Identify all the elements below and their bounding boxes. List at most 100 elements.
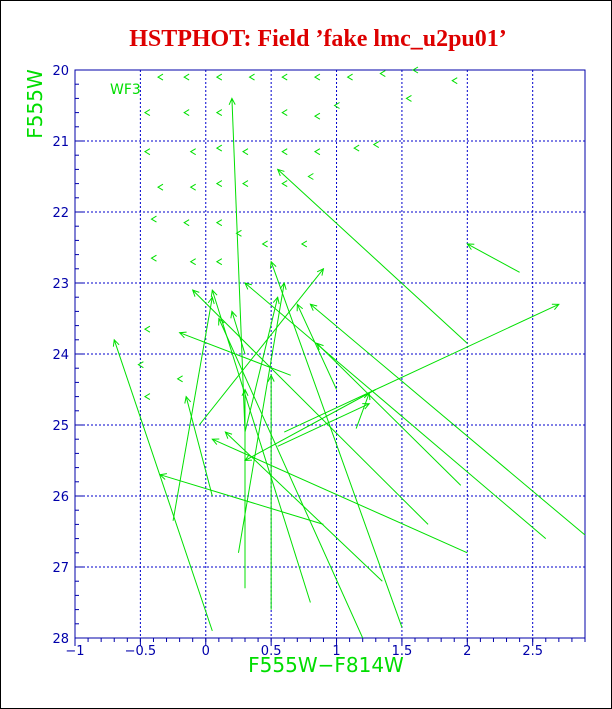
x-tick-label: 1.5 [392, 644, 413, 659]
grid [74, 69, 585, 639]
data-vector [198, 268, 324, 426]
data-series [112, 66, 586, 639]
data-vector [244, 389, 377, 461]
data-marker [157, 183, 164, 191]
data-marker [281, 180, 288, 188]
data-marker [150, 215, 157, 223]
y-tick-label: 23 [52, 277, 69, 292]
data-arrowhead [309, 303, 318, 311]
data-arrowhead [178, 331, 187, 339]
data-arrowhead [184, 395, 192, 404]
x-tick-label: 0 [202, 644, 210, 659]
data-marker [405, 94, 412, 102]
data-arrowhead [224, 431, 233, 439]
data-arrowhead [210, 289, 218, 298]
data-arrowhead [272, 296, 280, 305]
x-axis-label: F555W−F814W [248, 653, 404, 677]
panel-label: WF3 [110, 82, 141, 98]
y-tick-label: 21 [52, 135, 69, 150]
data-vector [467, 243, 520, 273]
data-marker [379, 70, 386, 77]
data-marker [412, 66, 419, 74]
y-tick-label: 27 [52, 561, 69, 576]
data-arrowhead [228, 97, 236, 106]
data-arrowhead [362, 403, 371, 410]
data-marker [281, 73, 288, 81]
data-arrowhead [244, 282, 252, 290]
data-arrowhead [551, 303, 560, 311]
data-vector [237, 282, 285, 553]
data-marker [313, 148, 321, 156]
data-vector [231, 98, 246, 433]
data-marker [215, 144, 223, 152]
data-marker [189, 258, 196, 266]
data-arrowhead [158, 473, 167, 480]
data-marker [157, 73, 164, 81]
data-marker [451, 77, 458, 85]
data-marker [143, 148, 151, 156]
data-marker [300, 240, 308, 248]
x-tick-label: 1 [332, 644, 340, 659]
data-arrowhead [466, 243, 475, 250]
data-arrowhead [207, 296, 215, 305]
chart-title: HSTPHOT: Field ’fake lmc_u2pu01’ [129, 26, 507, 52]
data-vector [244, 282, 547, 539]
data-marker [137, 361, 144, 369]
data-marker [333, 102, 340, 109]
y-tick-label: 25 [52, 419, 69, 434]
data-marker [176, 375, 183, 383]
y-tick-label: 24 [52, 348, 69, 363]
data-marker [215, 73, 223, 81]
data-arrowhead [230, 310, 238, 319]
data-arrowhead [191, 289, 200, 297]
data-vector [159, 474, 324, 525]
data-marker [150, 254, 157, 262]
data-vector [113, 339, 213, 632]
data-arrowhead [316, 342, 324, 351]
data-vector [316, 342, 462, 486]
data-vector [296, 304, 337, 390]
data-vector [310, 303, 586, 536]
data-marker [313, 73, 321, 81]
data-marker [189, 183, 196, 191]
x-tick-label: 2 [463, 644, 471, 659]
data-marker [183, 73, 190, 81]
data-arrowhead [241, 388, 249, 397]
data-marker [143, 325, 151, 333]
data-vector [277, 403, 370, 447]
data-marker [183, 109, 190, 117]
data-marker [353, 144, 360, 152]
data-marker [215, 219, 223, 227]
data-vector [277, 169, 468, 344]
data-marker [281, 148, 288, 156]
data-arrowhead [279, 281, 287, 290]
data-marker [372, 141, 380, 148]
data-vector [218, 318, 364, 639]
y-tick-label: 26 [52, 490, 69, 505]
data-marker [346, 73, 353, 81]
data-arrowhead [296, 303, 304, 312]
data-vector [284, 303, 560, 433]
data-vector [185, 396, 213, 497]
data-vector [244, 297, 279, 433]
x-tick-label: −0.5 [125, 644, 157, 659]
data-marker [189, 148, 196, 156]
data-marker [143, 393, 151, 401]
data-arrowhead [276, 168, 285, 177]
data-marker [143, 109, 151, 117]
data-marker [281, 109, 288, 117]
data-vector [355, 392, 370, 429]
data-arrowhead [363, 391, 371, 401]
data-marker [261, 240, 268, 248]
data-marker [215, 258, 223, 266]
y-axis-label: F555W [23, 69, 47, 139]
data-arrowhead [112, 338, 120, 347]
data-vector [179, 332, 291, 376]
data-marker [242, 180, 249, 188]
data-marker [313, 112, 321, 120]
data-arrowhead [316, 267, 325, 276]
y-tick-label: 28 [52, 632, 69, 647]
x-tick-label: −1 [65, 644, 84, 659]
data-marker [183, 219, 190, 227]
